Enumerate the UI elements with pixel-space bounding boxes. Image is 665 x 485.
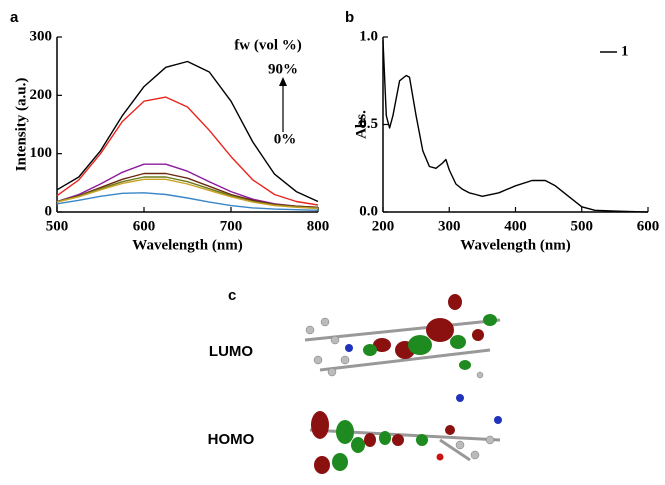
x-tick-label: 300: [438, 218, 461, 234]
x-tick-label: 600: [637, 218, 660, 234]
annotation: fw (vol %): [234, 37, 302, 53]
y-axis-label: Intensity (a.u.): [13, 78, 29, 172]
panel-label: c: [228, 287, 236, 304]
molecule-lumo: [305, 294, 500, 378]
panel-label: a: [10, 9, 19, 26]
y-tick-label: 0.0: [359, 203, 378, 219]
x-axis-label: Wavelength (nm): [460, 237, 570, 253]
y-tick-label: 1.0: [359, 28, 378, 44]
x-tick-label: 700: [220, 218, 243, 234]
x-tick-label: 500: [46, 218, 69, 234]
x-tick-label: 600: [133, 218, 156, 234]
x-axis-label: Wavelength (nm): [132, 237, 242, 253]
data-line: [57, 164, 318, 207]
x-tick-label: 400: [504, 218, 527, 234]
molecule-homo: [310, 394, 502, 474]
arrowhead: [279, 77, 287, 86]
x-tick-label: 200: [372, 218, 395, 234]
legend-label: 1: [621, 43, 629, 59]
y-tick-label: 300: [30, 28, 53, 44]
orbital-label: LUMO: [209, 343, 253, 360]
y-tick-label: 200: [30, 87, 53, 103]
y-tick-label: 0: [45, 203, 53, 219]
y-tick-label: 100: [30, 145, 53, 161]
data-line: [57, 177, 318, 208]
x-tick-label: 800: [307, 218, 330, 234]
y-axis-label: Abs.: [353, 110, 369, 139]
figure: a b c LUMO HOMO 0 100 200 300 500 600 700 800 Wa…: [0, 0, 665, 485]
panel-label: b: [345, 9, 354, 26]
data-line: [383, 41, 648, 213]
annotation: 90%: [268, 61, 298, 77]
annotation: 0%: [274, 131, 297, 147]
x-tick-label: 500: [571, 218, 594, 234]
orbital-label: HOMO: [208, 431, 255, 448]
